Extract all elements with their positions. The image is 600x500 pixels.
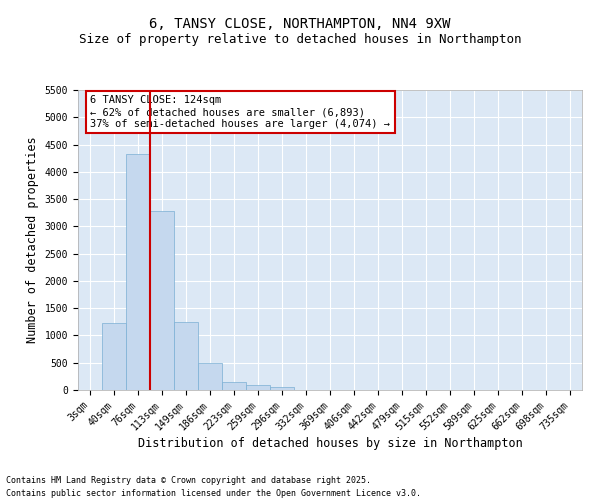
Bar [222,382,246,390]
Text: 6 TANSY CLOSE: 124sqm
← 62% of detached houses are smaller (6,893)
37% of semi-d: 6 TANSY CLOSE: 124sqm ← 62% of detached … [91,96,391,128]
Text: Contains public sector information licensed under the Open Government Licence v3: Contains public sector information licen… [6,488,421,498]
Bar [198,364,222,390]
Text: Contains HM Land Registry data © Crown copyright and database right 2025.: Contains HM Land Registry data © Crown c… [6,476,371,485]
Bar [102,324,126,390]
Text: Size of property relative to detached houses in Northampton: Size of property relative to detached ho… [79,32,521,46]
Bar [246,384,270,390]
Bar [174,322,198,390]
Text: 6, TANSY CLOSE, NORTHAMPTON, NN4 9XW: 6, TANSY CLOSE, NORTHAMPTON, NN4 9XW [149,18,451,32]
X-axis label: Distribution of detached houses by size in Northampton: Distribution of detached houses by size … [137,438,523,450]
Bar [126,154,150,390]
Bar [270,386,294,390]
Y-axis label: Number of detached properties: Number of detached properties [26,136,39,344]
Bar [150,211,174,390]
